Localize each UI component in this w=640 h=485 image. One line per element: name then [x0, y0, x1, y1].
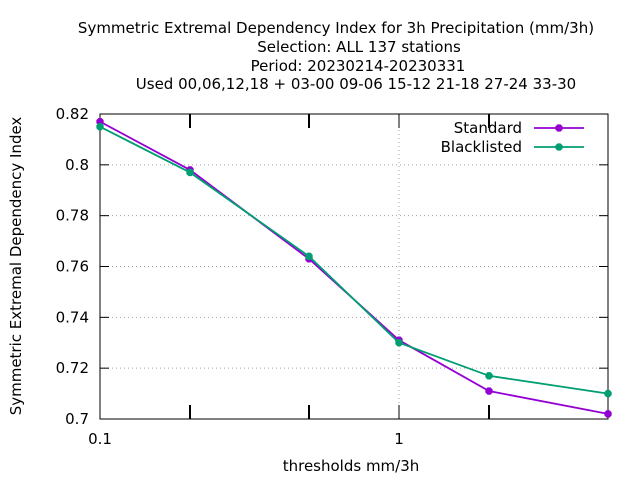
y-tick-label: 0.76 — [56, 258, 89, 276]
plot-border — [99, 113, 609, 420]
x-tick-label: 0.1 — [88, 430, 112, 448]
data-point — [485, 372, 493, 380]
y-tick-label: 0.72 — [56, 359, 89, 377]
chart-title: Symmetric Extremal Dependency Index for … — [78, 19, 594, 93]
data-point — [186, 168, 194, 177]
title-line-3: Period: 20230214-20230331 — [251, 57, 466, 75]
series-standard — [96, 117, 612, 418]
series-line — [99, 125, 609, 395]
title-line-1: Symmetric Extremal Dependency Index for … — [78, 19, 594, 37]
y-tick-label: 0.74 — [56, 308, 89, 326]
axes — [99, 113, 609, 420]
data-point — [604, 389, 612, 398]
legend-marker — [555, 124, 563, 132]
legend-label: Blacklisted — [441, 138, 522, 156]
y-tick-label: 0.8 — [65, 156, 89, 174]
y-tick-label: 0.78 — [56, 207, 89, 225]
legend-marker — [555, 143, 563, 151]
y-axis-label: Symmetric Extremal Dependency Index — [7, 117, 25, 416]
title-line-2: Selection: ALL 137 stations — [257, 38, 461, 56]
x-axis-label: thresholds mm/3h — [283, 457, 420, 475]
grid — [100, 114, 608, 419]
data-point — [485, 387, 493, 395]
data-point — [305, 252, 313, 260]
title-line-4: Used 00,06,12,18 + 03-00 09-06 15-12 21-… — [136, 75, 576, 93]
data-point — [96, 123, 104, 131]
y-tick-label: 0.82 — [56, 105, 89, 123]
legend-label: Standard — [454, 119, 522, 137]
data-point — [604, 410, 612, 418]
data-point — [395, 339, 403, 347]
series-blacklisted — [96, 123, 612, 398]
series — [96, 117, 612, 418]
y-tick-label: 0.7 — [65, 410, 89, 428]
x-tick-label: 1 — [394, 430, 404, 448]
tick-labels: 0.7 0.72 0.74 0.76 0.78 0.8 0.82 0.1 1 — [56, 105, 404, 448]
